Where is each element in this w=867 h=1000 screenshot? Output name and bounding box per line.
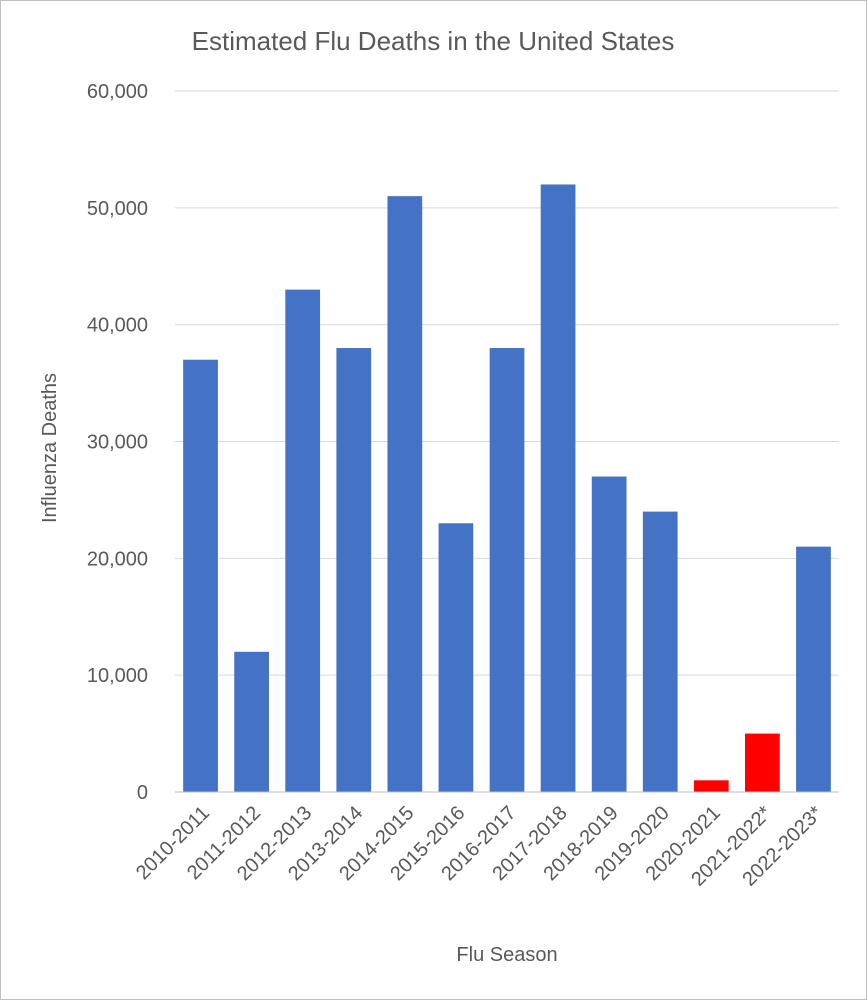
bars [183,184,831,792]
bar-2011-2012 [234,651,269,792]
y-axis-tick-labels: 0 10,000 20,000 30,000 40,000 50,000 60,000 [87,81,148,804]
y-tick-label: 30,000 [87,432,148,454]
y-tick-label: 50,000 [87,198,148,220]
bar-2013-2014 [336,348,372,792]
y-tick-label: 20,000 [87,548,148,570]
bar-2015-2016 [438,523,474,792]
chart-title: Estimated Flu Deaths in the United State… [192,26,675,56]
bar-2020-2021 [693,780,729,792]
bar-2022-2023-star [796,546,831,792]
y-tick-label: 0 [137,782,148,804]
y-tick-label: 60,000 [87,81,148,103]
bar-2017-2018 [540,184,576,792]
y-axis-label: Influenza Deaths [39,373,61,523]
bar-2019-2020 [642,511,678,792]
y-tick-label: 40,000 [87,315,148,337]
bar-2016-2017 [489,348,525,792]
y-tick-label: 10,000 [87,665,148,687]
bar-2014-2015 [387,196,423,792]
bar-2010-2011 [183,359,218,792]
bar-2018-2019 [591,476,627,792]
bar-2021-2022-star [745,733,780,792]
x-axis-tick-labels: 2010-20112011-20122012-20132013-20142014… [132,802,827,891]
x-axis-label: Flu Season [456,944,557,966]
bar-2012-2013 [285,289,321,792]
